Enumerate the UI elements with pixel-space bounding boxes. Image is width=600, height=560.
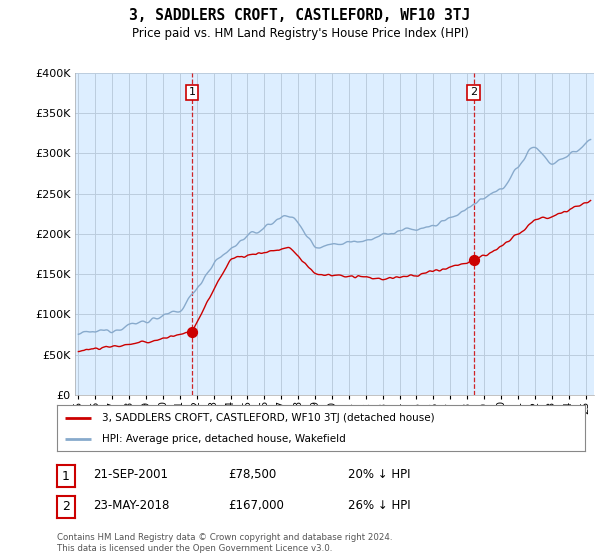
Text: £78,500: £78,500: [228, 468, 276, 482]
Text: 21-SEP-2001: 21-SEP-2001: [93, 468, 168, 482]
Text: 2: 2: [62, 500, 70, 514]
Text: £167,000: £167,000: [228, 499, 284, 512]
Text: Contains HM Land Registry data © Crown copyright and database right 2024.
This d: Contains HM Land Registry data © Crown c…: [57, 533, 392, 553]
Text: 23-MAY-2018: 23-MAY-2018: [93, 499, 169, 512]
Text: 26% ↓ HPI: 26% ↓ HPI: [348, 499, 410, 512]
Text: 1: 1: [62, 469, 70, 483]
Text: Price paid vs. HM Land Registry's House Price Index (HPI): Price paid vs. HM Land Registry's House …: [131, 27, 469, 40]
Point: [187, 327, 197, 336]
Text: 1: 1: [188, 87, 196, 97]
Text: 3, SADDLERS CROFT, CASTLEFORD, WF10 3TJ (detached house): 3, SADDLERS CROFT, CASTLEFORD, WF10 3TJ …: [102, 413, 434, 423]
Text: 20% ↓ HPI: 20% ↓ HPI: [348, 468, 410, 482]
Text: 2: 2: [470, 87, 477, 97]
Text: HPI: Average price, detached house, Wakefield: HPI: Average price, detached house, Wake…: [102, 435, 346, 444]
Text: 3, SADDLERS CROFT, CASTLEFORD, WF10 3TJ: 3, SADDLERS CROFT, CASTLEFORD, WF10 3TJ: [130, 8, 470, 24]
Point: [469, 256, 478, 265]
